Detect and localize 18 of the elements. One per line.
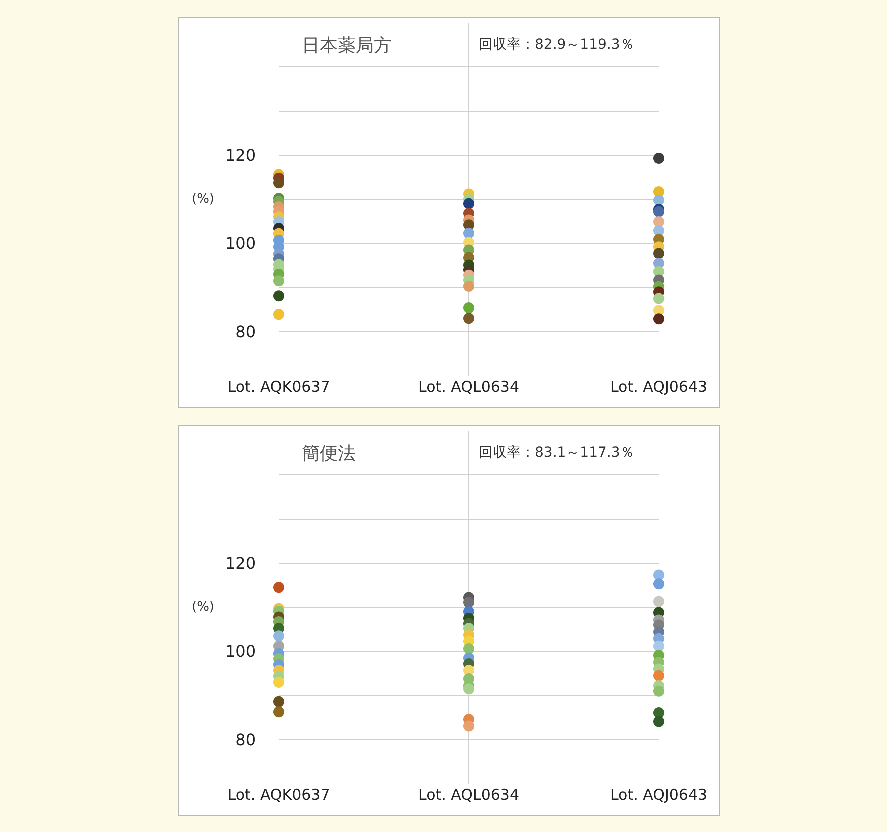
y-tick-label: 100 <box>225 234 256 254</box>
x-tick-label: Lot. AQL0634 <box>418 786 520 804</box>
x-tick-label: Lot. AQK0637 <box>228 378 330 396</box>
y-tick-label: 80 <box>236 730 256 750</box>
x-tick-label: Lot. AQJ0643 <box>610 378 708 396</box>
y-axis-title: (%) <box>192 192 214 207</box>
y-tick-label: 120 <box>225 146 256 165</box>
annotation: 回収率：82.9～119.3％ <box>479 37 634 53</box>
y-axis-title: (%) <box>192 600 214 615</box>
y-tick-label: 120 <box>225 554 256 573</box>
text: 簡便法 <box>302 443 356 464</box>
y-tick-label: 80 <box>236 322 256 342</box>
text: 日本薬局方 <box>302 35 392 56</box>
y-tick-label: 100 <box>225 642 256 662</box>
x-tick-label: Lot. AQL0634 <box>418 378 520 396</box>
x-tick-label: Lot. AQJ0643 <box>610 786 708 804</box>
annotation: 回収率：83.1～117.3％ <box>479 445 634 461</box>
x-tick-label: Lot. AQK0637 <box>228 786 330 804</box>
